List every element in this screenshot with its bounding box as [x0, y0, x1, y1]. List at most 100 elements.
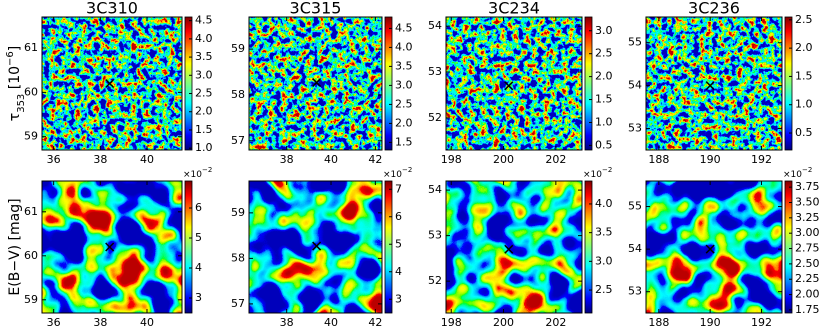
- colorbar-multiplier-part: −2: [602, 166, 612, 174]
- colorbar-multiplier-part: −2: [202, 166, 212, 174]
- x-tick-label: 36: [47, 153, 61, 166]
- y-axis-label: E(B−V) [mag]: [7, 198, 23, 295]
- plot-frame: [645, 180, 783, 314]
- colorbar-tick-label: 2.00: [795, 288, 820, 301]
- y-tick-label: 57: [231, 134, 245, 147]
- y-axis-label-part: E(B−V) [mag]: [7, 198, 23, 295]
- colorbar: [784, 16, 793, 151]
- y-tick-label: 58: [231, 88, 245, 101]
- colorbar-tick-label: 2.50: [795, 257, 820, 270]
- plot-frame: [41, 16, 183, 151]
- y-tick-label: 55: [628, 200, 642, 213]
- source-marker: [705, 244, 715, 254]
- colorbar-tick-label: 5: [195, 231, 202, 244]
- source-marker: [504, 81, 514, 91]
- colorbar-tick-label: 4.0: [395, 40, 413, 53]
- source-marker: [105, 242, 115, 252]
- colorbar-tick-label: 4.5: [195, 14, 213, 27]
- y-tick-label: 54: [428, 183, 442, 196]
- plot-frame: [41, 180, 183, 314]
- y-tick-label: 54: [428, 19, 442, 32]
- y-tick-label: 53: [428, 229, 442, 242]
- colorbar-tick-label: 5: [395, 237, 402, 250]
- source-marker: [504, 244, 514, 254]
- x-tick-label: 38: [280, 316, 294, 329]
- x-tick-label: 40: [140, 316, 154, 329]
- colorbar-tick-label: 3.0: [195, 68, 213, 81]
- x-tick-label: 190: [700, 316, 721, 329]
- colorbar: [784, 180, 793, 314]
- y-axis-label-part: [10: [7, 66, 23, 94]
- colorbar-multiplier-part: ×10: [783, 170, 802, 180]
- y-tick-label: 58: [231, 251, 245, 264]
- colorbar-tick-label: 1.5: [795, 69, 813, 82]
- x-tick-label: 188: [648, 316, 669, 329]
- x-tick-label: 38: [93, 153, 107, 166]
- colorbar-tick-label: 4.0: [595, 197, 613, 210]
- colorbar-tick-label: 2.0: [795, 41, 813, 54]
- colorbar-tick-label: 2.5: [195, 87, 213, 100]
- colorbar-tick-label: 3.0: [595, 24, 613, 37]
- colorbar-tick-label: 6: [395, 210, 402, 223]
- colorbar-tick-label: 1.0: [595, 115, 613, 128]
- x-tick-label: 36: [47, 316, 61, 329]
- y-tick-label: 53: [628, 122, 642, 135]
- heatmap-image: [646, 181, 782, 313]
- colorbar: [384, 16, 393, 151]
- x-tick-label: 192: [751, 153, 772, 166]
- colorbar-tick-label: 3.75: [795, 180, 820, 193]
- y-axis-label: τ353 [10−6]: [5, 46, 27, 121]
- y-tick-label: 59: [24, 293, 38, 306]
- plot-frame: [248, 180, 383, 314]
- y-tick-label: 53: [428, 65, 442, 78]
- panel-title: 3C236: [688, 0, 740, 18]
- colorbar-tick-label: 4.0: [195, 32, 213, 45]
- y-axis-label-part: −6: [5, 51, 16, 66]
- y-axis-label-part: ]: [7, 46, 23, 51]
- colorbar-tick-label: 1.0: [795, 98, 813, 111]
- colorbar-multiplier: ×10−2: [783, 166, 812, 180]
- colorbar-tick-label: 3.50: [795, 195, 820, 208]
- colorbar-tick-label: 4: [395, 265, 402, 278]
- plot-frame: [645, 16, 783, 151]
- heatmap-image: [42, 181, 182, 313]
- colorbar-tick-label: 1.5: [395, 135, 413, 148]
- colorbar-multiplier: ×10−2: [583, 166, 612, 180]
- colorbar: [584, 180, 593, 314]
- colorbar-tick-label: 1.75: [795, 303, 820, 316]
- source-marker: [312, 78, 322, 88]
- colorbar-tick-label: 0.5: [595, 138, 613, 151]
- colorbar-multiplier-part: ×10: [583, 170, 602, 180]
- y-tick-label: 60: [24, 249, 38, 262]
- colorbar: [384, 180, 393, 314]
- x-tick-label: 40: [324, 153, 338, 166]
- x-tick-label: 192: [751, 316, 772, 329]
- y-tick-label: 54: [628, 242, 642, 255]
- colorbar-tick-label: 4.5: [395, 21, 413, 34]
- colorbar-tick-label: 3.5: [195, 50, 213, 63]
- heatmap-image: [646, 17, 782, 150]
- colorbar-tick-label: 2.5: [595, 47, 613, 60]
- colorbar: [184, 180, 193, 314]
- x-tick-label: 42: [368, 153, 382, 166]
- x-tick-label: 202: [545, 316, 566, 329]
- colorbar-tick-label: 2.0: [595, 70, 613, 83]
- heatmap-image: [446, 181, 582, 313]
- x-tick-label: 40: [140, 153, 154, 166]
- y-tick-label: 55: [628, 36, 642, 49]
- colorbar-tick-label: 1.5: [195, 123, 213, 136]
- y-tick-label: 60: [24, 85, 38, 98]
- x-tick-label: 188: [648, 153, 669, 166]
- colorbar-tick-label: 3.0: [395, 78, 413, 91]
- colorbar-tick-label: 4: [195, 261, 202, 274]
- source-marker: [312, 241, 322, 251]
- colorbar-tick-label: 2.25: [795, 272, 820, 285]
- y-tick-label: 53: [628, 285, 642, 298]
- x-tick-label: 200: [493, 316, 514, 329]
- colorbar-tick-label: 2.0: [395, 116, 413, 129]
- y-tick-label: 52: [428, 274, 442, 287]
- colorbar-tick-label: 3: [195, 291, 202, 304]
- colorbar-tick-label: 0.5: [795, 126, 813, 139]
- y-tick-label: 52: [428, 111, 442, 124]
- heatmap-image: [446, 17, 582, 150]
